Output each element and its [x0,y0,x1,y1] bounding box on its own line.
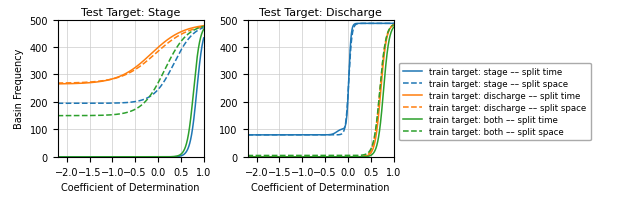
X-axis label: Coefficient of Determination: Coefficient of Determination [61,182,200,192]
Title: Test Target: Discharge: Test Target: Discharge [259,8,382,18]
X-axis label: Coefficient of Determination: Coefficient of Determination [252,182,390,192]
Title: Test Target: Stage: Test Target: Stage [81,8,180,18]
Y-axis label: Basin Frequency: Basin Frequency [14,49,24,129]
Legend: train target: stage –– split time, train target: stage –– split space, train tar: train target: stage –– split time, train… [399,63,591,141]
